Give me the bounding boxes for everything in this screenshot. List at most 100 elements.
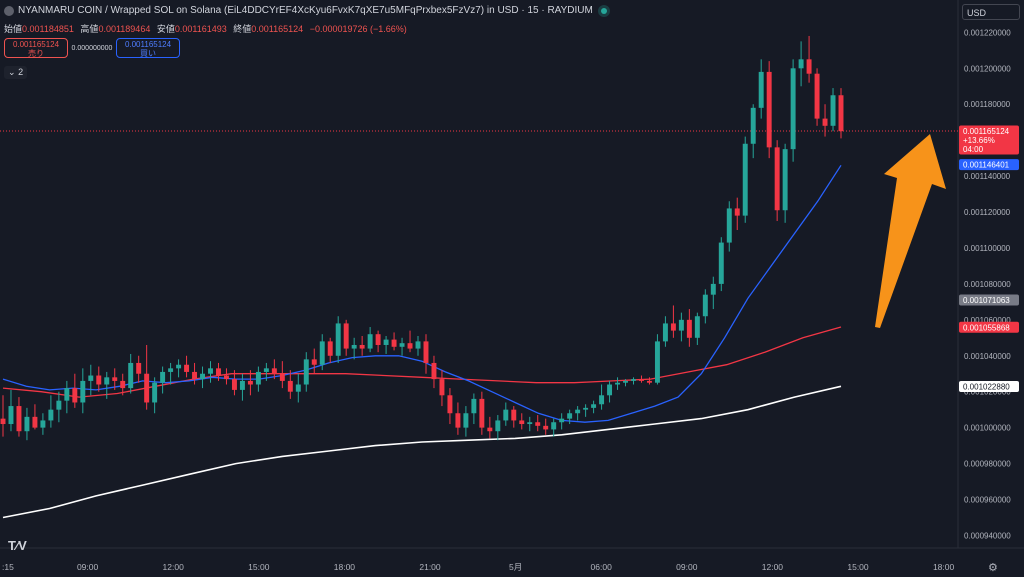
time-tick-label: 09:00 (77, 562, 99, 572)
price-badge-bg (959, 294, 1019, 306)
time-tick-label: 06:00 (591, 562, 613, 572)
time-tick-label: :15 (2, 562, 14, 572)
candle-body (343, 323, 349, 349)
candle-body (136, 362, 142, 374)
price-tick-label: 0.001100000 (964, 244, 1011, 253)
time-tick-label: 18:00 (933, 562, 955, 572)
price-tick-label: 0.001200000 (964, 64, 1011, 73)
price-badge-bg (959, 381, 1019, 393)
price-tick-label: 0.001000000 (964, 424, 1011, 433)
candle-body (247, 380, 253, 385)
price-tick-label: 0.000960000 (964, 495, 1011, 504)
candle-body (399, 343, 405, 347)
sell-button[interactable]: 0.001165124 売り (4, 38, 68, 58)
candle-body (567, 413, 573, 419)
candle-body (120, 380, 126, 389)
time-tick-label: 12:00 (163, 562, 185, 572)
candle-body (742, 143, 748, 216)
candle-body (112, 377, 118, 381)
candle-body (8, 406, 14, 425)
candle-body (543, 425, 549, 430)
candle-body (152, 382, 158, 403)
candle-body (48, 409, 54, 421)
ohlc-legend: 始値0.001184851 高値0.001189464 安値0.00116149… (4, 22, 411, 35)
candle-body (591, 404, 597, 408)
ma-long-line (2, 385, 842, 519)
candle-body (511, 409, 517, 421)
price-tick-label: 0.001020000 (964, 388, 1011, 397)
candle-body (774, 147, 780, 211)
candle-body (447, 395, 453, 414)
candle-body (718, 242, 724, 284)
chart-title[interactable]: NYANMARU COIN / Wrapped SOL on Solana (E… (18, 5, 593, 16)
candle-body (415, 341, 421, 349)
ma-fast-line (2, 164, 842, 423)
price-tick-label: 0.001180000 (964, 100, 1011, 109)
candle-body (479, 398, 485, 428)
indicators-toggle[interactable]: ⌄ 2 (4, 66, 28, 79)
currency-select[interactable]: USD (962, 4, 1020, 20)
time-tick-label: 15:00 (248, 562, 270, 572)
chart-title-row: NYANMARU COIN / Wrapped SOL on Solana (E… (4, 5, 607, 16)
candle-body (223, 375, 229, 380)
candle-body (16, 406, 22, 432)
price-badge-change: +13.66% (963, 136, 995, 145)
candle-body (271, 368, 277, 374)
candle-body (670, 323, 676, 331)
moving-averages-layer (0, 130, 958, 519)
candle-body (128, 362, 134, 389)
candle-body (694, 316, 700, 338)
sell-price: 0.001165124 (12, 40, 60, 49)
candle-body (96, 375, 102, 385)
candle-body (487, 427, 493, 432)
close-label: 終値 (233, 24, 252, 34)
candle-body (56, 400, 62, 410)
price-badge-value: 0.001165124 (963, 127, 1010, 136)
candle-body (359, 344, 365, 349)
candle-body (231, 379, 237, 390)
tradingview-logo-icon: T⁄V (8, 538, 27, 553)
open-label: 始値 (4, 24, 23, 34)
candle-body (750, 107, 756, 144)
candle-body (32, 416, 38, 428)
candle-body (519, 420, 525, 425)
time-tick-label: 12:00 (762, 562, 784, 572)
candle-body (72, 388, 78, 403)
candle-body (646, 380, 652, 383)
gear-icon[interactable]: ⚙ (988, 562, 998, 574)
candle-body (654, 341, 660, 383)
price-tick-label: 0.001080000 (964, 280, 1011, 289)
price-tick-label: 0.000980000 (964, 460, 1011, 469)
candle-body (423, 341, 429, 363)
price-tick-label: 0.001120000 (964, 208, 1011, 217)
open-value: 0.001184851 (22, 24, 74, 34)
candle-body (88, 375, 94, 381)
candle-body (790, 68, 796, 150)
annotation-layer (875, 134, 946, 328)
price-tick-label: 0.001220000 (964, 28, 1011, 37)
candle-body (295, 384, 301, 392)
candle-body (200, 373, 205, 380)
price-tick-label: 0.001040000 (964, 352, 1011, 361)
buy-button[interactable]: 0.001165124 買い (116, 38, 180, 58)
high-value: 0.001189464 (98, 24, 151, 34)
candle-body (463, 413, 469, 428)
candle-body (455, 413, 461, 428)
candle-body (559, 418, 565, 423)
candle-body (798, 59, 804, 69)
candle-body (255, 371, 261, 385)
price-badge-bg (959, 125, 1019, 155)
ma-slow-line (2, 326, 842, 398)
candle-body (144, 373, 150, 403)
price-badge-value: 0.001071063 (963, 296, 1010, 305)
live-status-icon (600, 7, 607, 14)
up-arrow-annotation (875, 134, 946, 328)
candle-body (662, 323, 668, 342)
price-tick-label: 0.001060000 (964, 316, 1011, 325)
candle-body (431, 362, 437, 380)
candle-body (623, 380, 628, 383)
candle-body (216, 368, 221, 376)
candle-body (503, 409, 509, 421)
price-badge-bg (959, 159, 1019, 171)
